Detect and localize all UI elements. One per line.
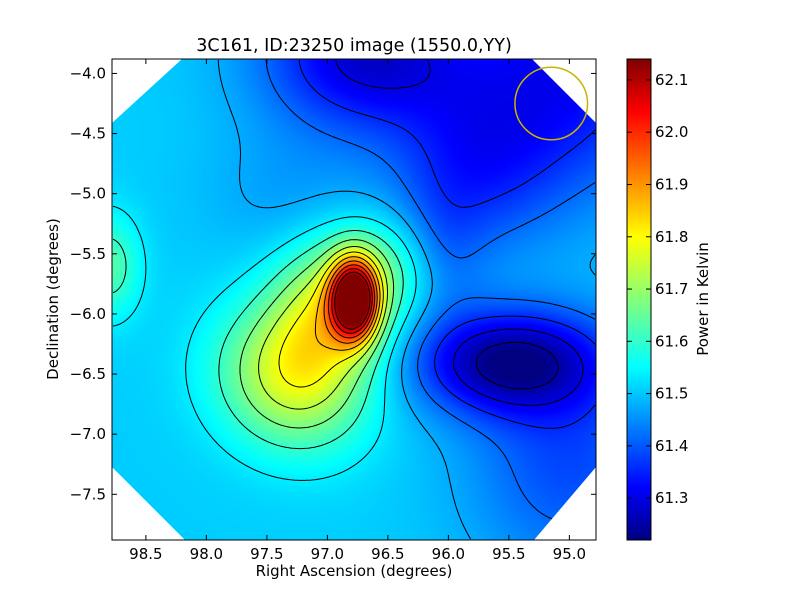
colorbar-title: Power in Kelvin [694,242,712,356]
colorbar-tick-label: 61.3 [655,489,688,507]
chart-title: 3C161, ID:23250 image (1550.0,YY) [196,36,512,56]
contour-line [327,264,376,339]
colorbar-tick-label: 62.0 [655,123,688,141]
x-tick-label: 96.5 [371,545,404,563]
contour-line [112,230,404,450]
contour-line [217,59,596,540]
x-tick-label: 98.5 [129,545,162,563]
contour-line [112,205,417,481]
colorbar-tick-label: 61.8 [655,228,688,246]
y-tick-label: −4.5 [70,125,106,143]
y-tick-label: −5.0 [70,185,106,203]
plot-area [111,58,597,541]
colorbar-tick-label: 62.1 [655,71,688,89]
x-tick-label: 97.0 [311,545,344,563]
colorbar: 61.3 61.4 61.5 61.6 61.7 61.8 61.9 62.0 62.1 Pow… [626,58,712,541]
x-tick-label: 97.5 [250,545,283,563]
x-axis: 98.5 98.0 97.5 97.0 96.5 96.0 95.5 95.0 [129,59,586,563]
plot-frame [111,58,597,541]
colorbar-ticks: 61.3 61.4 61.5 61.6 61.7 61.8 61.9 62.0 62.1 [627,71,688,507]
colorbar-tick-label: 61.7 [655,280,688,298]
colorbar-tick-label: 61.4 [655,437,688,455]
colorbar-gradient [627,59,651,540]
x-tick-label: 95.0 [553,545,586,563]
contour-line [323,260,378,344]
x-tick-label: 96.0 [432,545,465,563]
x-tick-label: 98.0 [190,545,223,563]
y-tick-label: −4.0 [70,64,106,82]
contour-line [475,341,559,390]
contour-line [334,271,371,330]
contour-line [335,59,584,406]
contour-line [331,268,373,334]
y-tick-label: −6.5 [70,365,106,383]
contour-line [258,246,388,410]
contour-line [278,251,384,388]
contour-lines [112,59,596,540]
y-tick-label: −6.0 [70,305,106,323]
colorbar-tick-label: 61.6 [655,332,688,350]
colorbar-tick-label: 61.9 [655,175,688,193]
beam-circle [514,66,589,141]
x-axis-title: Right Ascension (degrees) [256,562,453,580]
contour-line [265,59,596,523]
colorbar-tick-label: 61.5 [655,385,688,403]
contour-line [298,59,596,429]
contour-line [314,256,381,351]
x-tick-label: 95.5 [492,545,525,563]
y-tick-label: −7.0 [70,425,106,443]
y-tick-label: −5.5 [70,245,106,263]
y-axis-title: Declination (degrees) [44,218,62,380]
y-tick-label: −7.5 [70,485,106,503]
colorbar-frame [626,58,652,541]
y-axis: −4.0 −4.5 −5.0 −5.5 −6.0 −6.5 −7.0 −7.5 [70,64,596,503]
contour-line [239,239,395,429]
